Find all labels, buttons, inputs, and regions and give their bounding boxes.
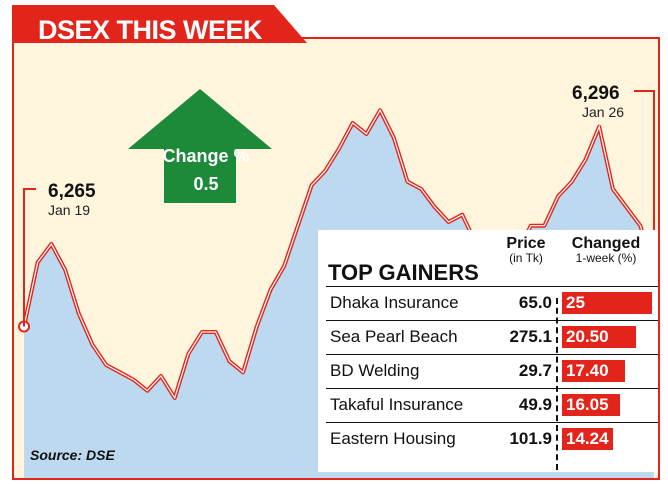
change-value: 0.5 (193, 174, 219, 194)
gainer-change: 16.05 (566, 395, 609, 414)
series-line-highlight (23, 108, 655, 400)
change-label: Change % (162, 146, 250, 166)
gainer-change: 25 (566, 293, 585, 312)
source-note: Source: DSE (30, 447, 115, 463)
gainer-change: 17.40 (566, 361, 609, 380)
start-date: Jan 19 (48, 202, 91, 218)
change-bar (562, 292, 652, 314)
gainer-price: 29.7 (518, 361, 552, 380)
gainer-price: 65.0 (518, 293, 552, 312)
end-value: 6,296 (572, 83, 620, 104)
end-date: Jan 26 (582, 104, 625, 120)
gainer-name: Dhaka Insurance (330, 293, 459, 312)
column-divider (556, 298, 559, 470)
change-header: Changed 1-week (%) (558, 236, 654, 266)
price-header: Price (in Tk) (496, 236, 556, 266)
chart-title: DSEX THIS WEEK (38, 15, 263, 45)
table-row: Dhaka Insurance 65.0 25 (326, 286, 658, 319)
gainer-name: Eastern Housing (330, 429, 456, 448)
table-row: Sea Pearl Beach 275.1 20.50 (326, 320, 658, 353)
price-header-label: Price (506, 235, 546, 252)
gainers-title: TOP GAINERS (328, 260, 479, 285)
gainer-change: 14.24 (566, 429, 609, 448)
gainer-change: 20.50 (566, 327, 609, 346)
gainer-price: 275.1 (509, 327, 552, 346)
price-header-sub: (in Tk) (509, 251, 543, 265)
title-banner: DSEX THIS WEEK (12, 5, 312, 45)
change-bar (562, 394, 620, 416)
table-row: Eastern Housing 101.9 14.24 (326, 422, 658, 455)
change-header-label: Changed (571, 235, 641, 252)
change-header-sub: 1-week (%) (575, 251, 637, 265)
start-leader (23, 188, 36, 327)
change-bar (562, 428, 613, 450)
arrow-up-icon (128, 89, 272, 203)
change-bar (562, 360, 625, 382)
gainer-name: Takaful Insurance (330, 395, 464, 414)
gainer-price: 101.9 (509, 429, 552, 448)
change-bar (562, 326, 636, 348)
start-value: 6,265 (48, 181, 96, 202)
table-row: Takaful Insurance 49.9 16.05 (326, 388, 658, 421)
table-row: BD Welding 29.7 17.40 (326, 354, 658, 387)
gainer-price: 49.9 (518, 395, 552, 414)
gainer-name: BD Welding (330, 361, 420, 380)
end-leader (634, 90, 655, 270)
top-gainers-table: TOP GAINERS Price (in Tk) Changed 1-week… (318, 230, 658, 472)
gainer-name: Sea Pearl Beach (330, 327, 458, 346)
